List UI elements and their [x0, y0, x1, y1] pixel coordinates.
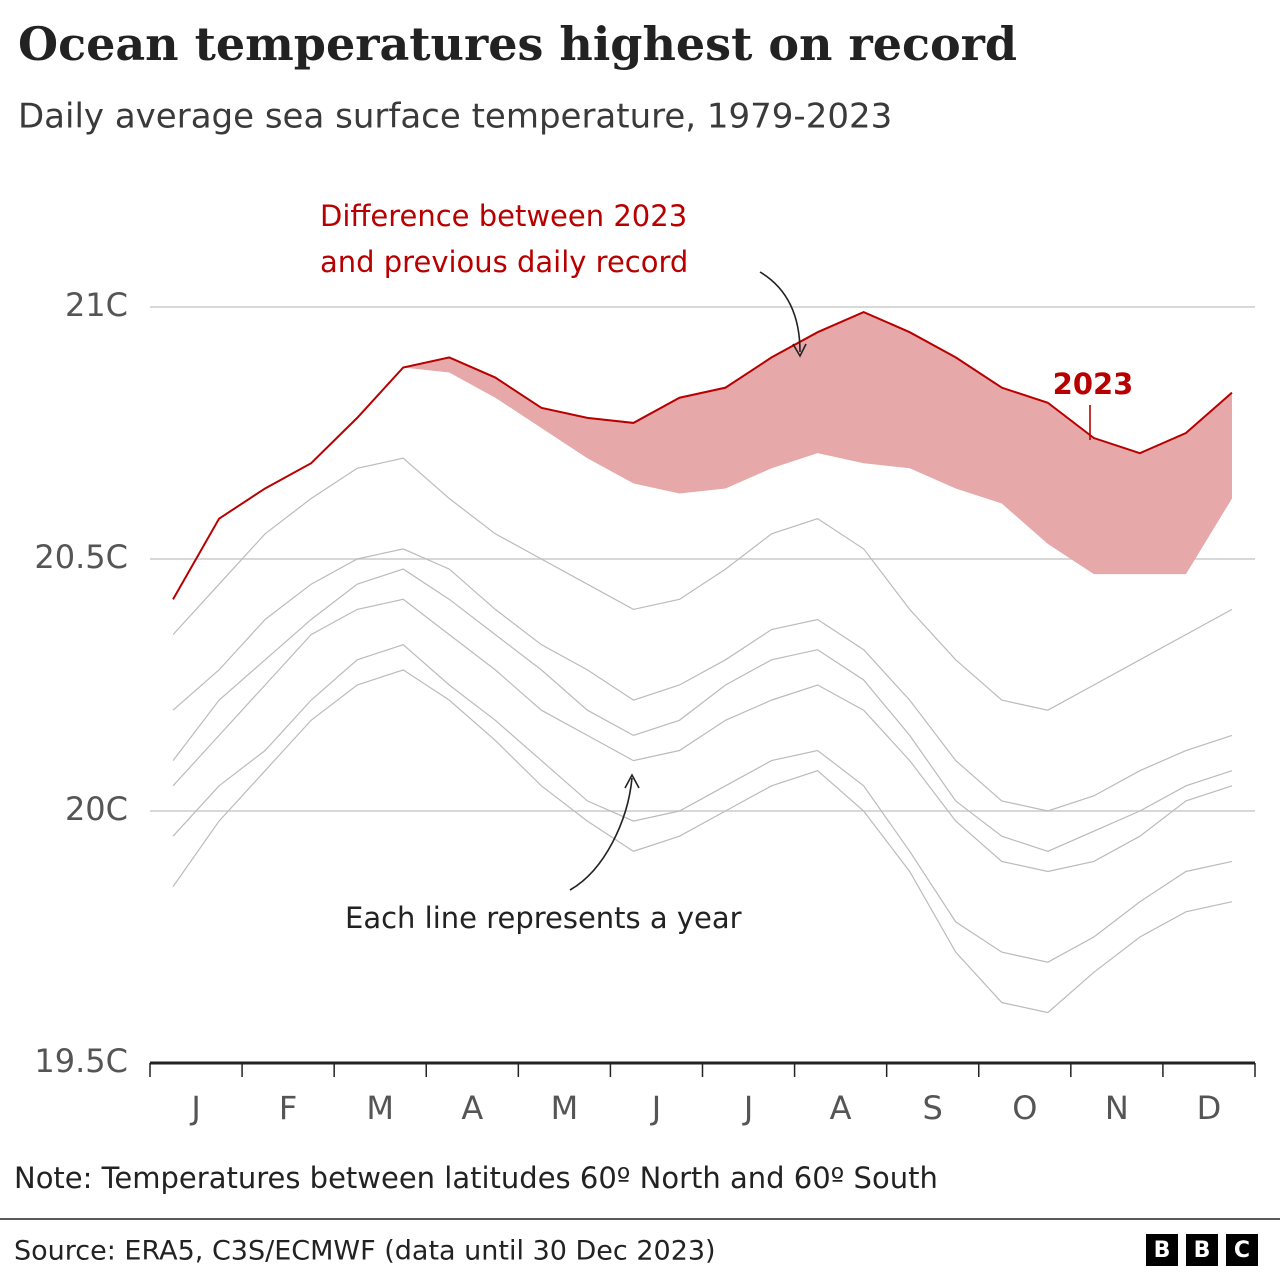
- x-tick-label: D: [1197, 1089, 1222, 1127]
- series-label: 2023: [1053, 367, 1134, 401]
- y-tick-label: 19.5C: [34, 1042, 128, 1080]
- year-line: [172, 598, 1233, 873]
- year-line: [172, 568, 1233, 852]
- annotation: and previous daily record: [320, 245, 688, 279]
- year-line: [172, 644, 1233, 963]
- logo-letter: C: [1234, 1238, 1250, 1263]
- line-2023: [172, 310, 1233, 600]
- arrowhead: [792, 343, 807, 358]
- x-tick-label: S: [923, 1089, 943, 1127]
- source: Source: ERA5, C3S/ECMWF (data until 30 D…: [14, 1236, 716, 1267]
- logo-letter: B: [1194, 1238, 1211, 1263]
- x-tick-label: J: [189, 1089, 200, 1127]
- note: Note: Temperatures between latitudes 60º…: [14, 1161, 938, 1195]
- x-tick-label: A: [830, 1089, 852, 1127]
- y-tick-label: 21C: [65, 286, 128, 324]
- annotation: Each line represents a year: [345, 901, 742, 935]
- logo-box: [1186, 1234, 1218, 1266]
- year-line: [172, 457, 1233, 711]
- difference-area: [173, 312, 1232, 600]
- x-tick-label: J: [650, 1089, 661, 1127]
- logo: B B C: [1146, 1234, 1258, 1266]
- x-tick-label: A: [461, 1089, 483, 1127]
- arrowhead: [624, 773, 640, 789]
- annotation: Difference between 2023: [320, 199, 687, 233]
- logo-letter: B: [1154, 1238, 1171, 1263]
- y-tick-label: 20.5C: [34, 538, 128, 576]
- y-tick-label: 20C: [65, 790, 128, 828]
- chart-subtitle: Daily average sea surface temperature, 1…: [18, 97, 892, 137]
- x-tick-label: M: [366, 1089, 394, 1127]
- year-line: [172, 669, 1233, 1014]
- plot: 19.5C 20C 20.5C 21C J F M A M J J A S O N D: [34, 286, 1256, 1127]
- arrow: [569, 777, 633, 891]
- logo-box: [1146, 1234, 1178, 1266]
- x-tick-label: M: [551, 1089, 579, 1127]
- x-tick-label: O: [1012, 1089, 1037, 1127]
- logo-box: [1226, 1234, 1258, 1266]
- year-line: [172, 548, 1233, 812]
- x-tick-label: N: [1105, 1089, 1129, 1127]
- arrow: [759, 271, 801, 353]
- x-tick-label: J: [742, 1089, 753, 1127]
- x-tick-label: F: [279, 1089, 297, 1127]
- chart-title: Ocean temperatures highest on record: [18, 17, 1017, 71]
